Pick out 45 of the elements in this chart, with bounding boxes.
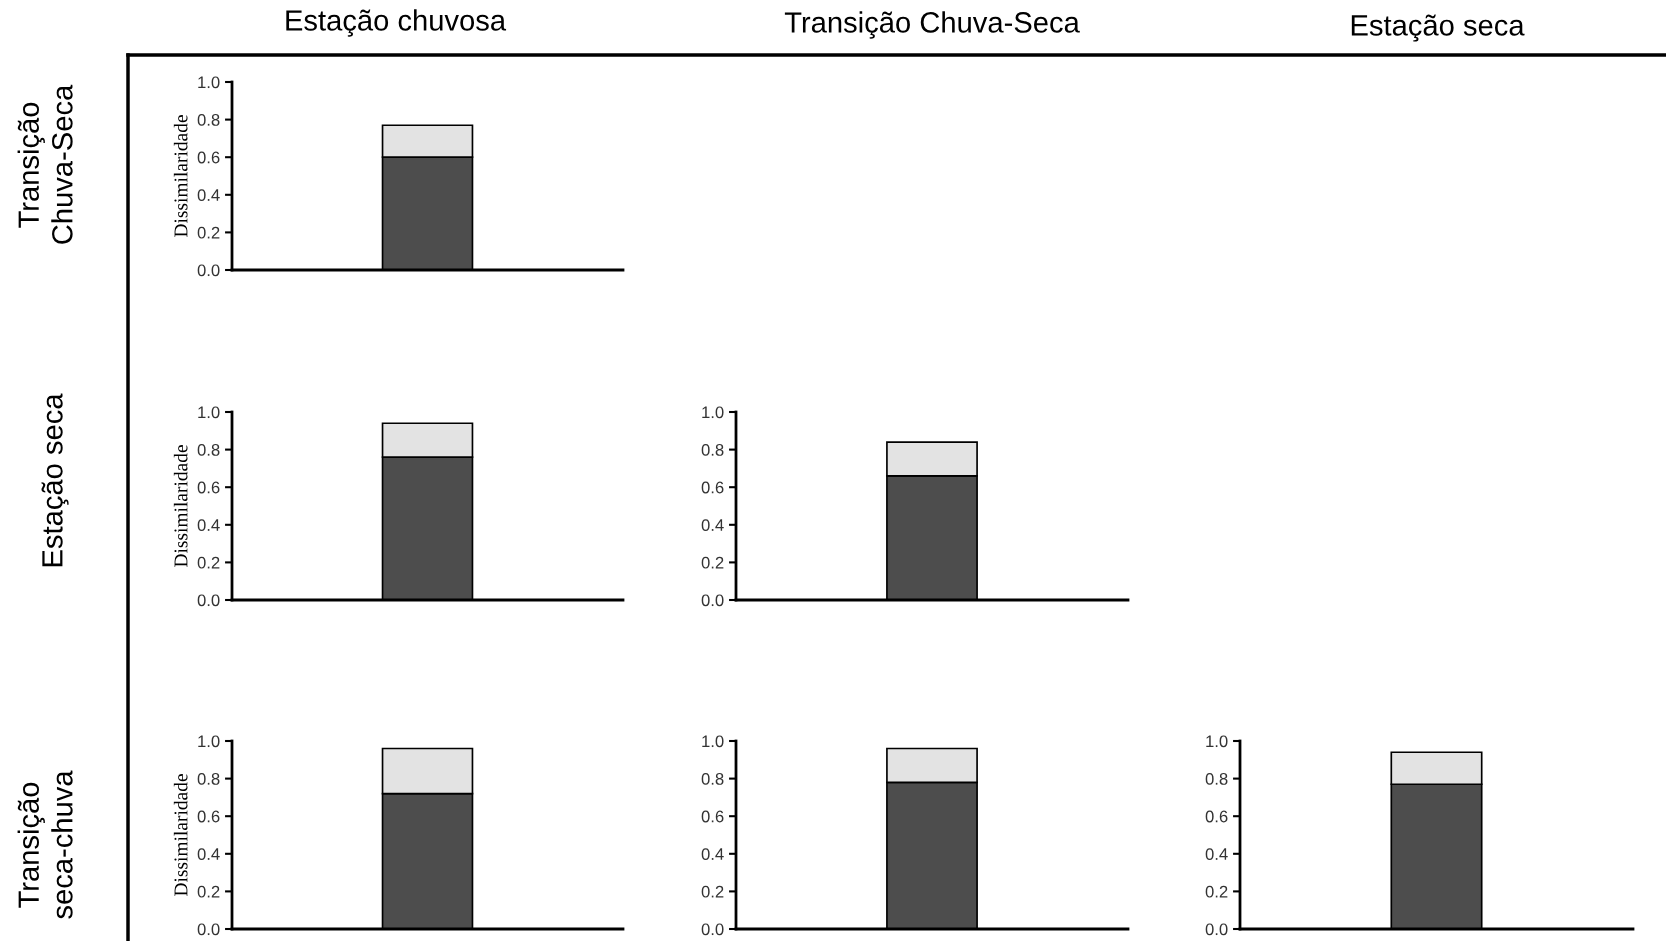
y-axis-title: Dissimilaridade <box>173 445 188 567</box>
y-tick-label: 0.4 <box>701 519 724 531</box>
y-tick-label: 0.6 <box>701 481 724 494</box>
y-tick-label: 1.0 <box>198 735 220 748</box>
text: Estação seca <box>1351 14 1525 42</box>
y-tick-label: 0.8 <box>197 114 220 126</box>
y-tick-label: 0.6 <box>701 810 724 823</box>
y-tick-label: 0.6 <box>197 810 220 823</box>
y-tick-label: 0.0 <box>197 923 220 936</box>
y-tick-label: 0.2 <box>197 226 220 239</box>
text: Estação chuvosa <box>286 9 507 37</box>
y-tick-label: 0.4 <box>197 848 220 860</box>
y-tick-label: 0.6 <box>197 151 220 164</box>
y-tick-label: 0.2 <box>701 885 724 898</box>
y-tick-label: 0.8 <box>701 773 724 785</box>
y-tick-label: 0.4 <box>197 189 220 201</box>
y-tick-label: 0.0 <box>197 264 220 277</box>
text: Transição Chuva-Seca <box>784 11 1080 39</box>
text: Estação seca <box>41 393 69 567</box>
y-tick-label: 0.8 <box>197 444 220 456</box>
y-tick-label: 1.0 <box>702 735 724 748</box>
y-tick-label: 0.4 <box>197 519 220 531</box>
text: Transição seca-chuva <box>17 770 73 919</box>
y-tick-label: 0.8 <box>197 773 220 785</box>
y-tick-label: 0.0 <box>701 594 724 607</box>
y-tick-label: 1.0 <box>198 406 220 419</box>
y-tick-label: 0.2 <box>197 556 220 569</box>
y-tick-label: 0.8 <box>1205 773 1228 785</box>
y-tick-label: 0.2 <box>1205 885 1228 898</box>
y-tick-label: 1.0 <box>198 76 220 89</box>
y-axis-title: Dissimilaridade <box>173 774 188 896</box>
y-axis-title: Dissimilaridade <box>173 115 188 237</box>
text: Transição Chuva-Seca <box>17 84 73 244</box>
y-tick-label: 1.0 <box>702 406 724 419</box>
y-tick-label: 0.2 <box>701 556 724 569</box>
y-tick-label: 0.6 <box>197 481 220 494</box>
y-tick-label: 0.2 <box>197 885 220 898</box>
y-tick-label: 0.0 <box>701 923 724 936</box>
y-tick-label: 0.0 <box>1205 923 1228 936</box>
y-tick-label: 0.4 <box>1205 848 1228 860</box>
y-tick-label: 0.8 <box>701 444 724 456</box>
y-tick-label: 0.0 <box>197 594 220 607</box>
y-tick-label: 0.6 <box>1205 810 1228 823</box>
y-tick-label: 0.4 <box>701 848 724 860</box>
y-tick-label: 1.0 <box>1206 735 1228 748</box>
